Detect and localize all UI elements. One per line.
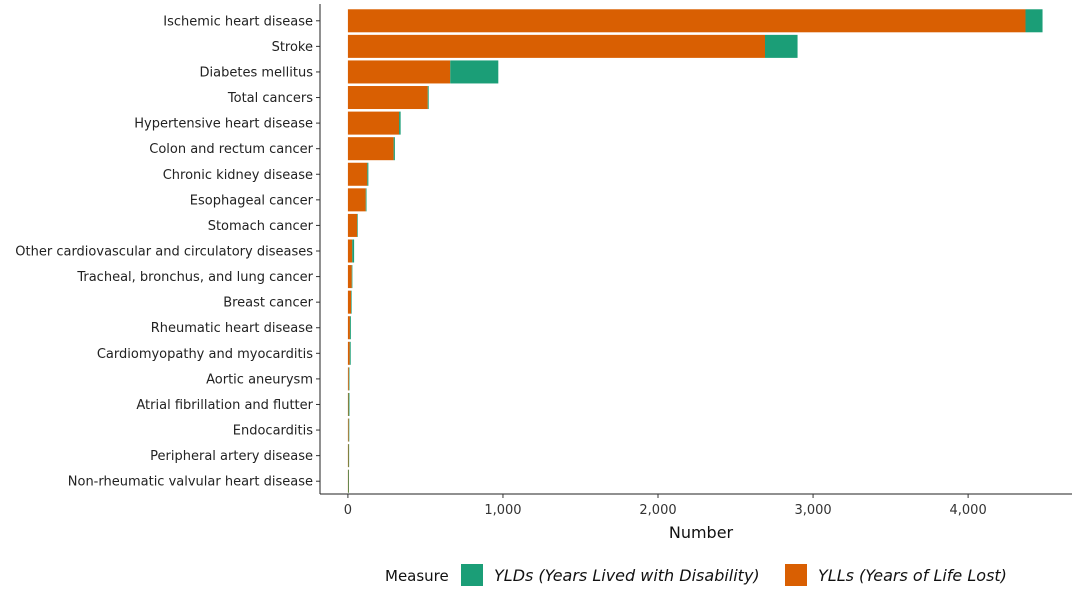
bar-yld [427, 86, 429, 110]
x-axis-title: Number [669, 523, 734, 542]
category-label: Tracheal, bronchus, and lung cancer [76, 270, 313, 285]
category-label: Stroke [272, 40, 313, 55]
category-label: Total cancers [227, 91, 313, 106]
bar-yll [347, 213, 358, 237]
bars-layer [347, 9, 1043, 493]
legend-title: Measure [385, 567, 449, 585]
bar-yll [347, 34, 765, 58]
bar-yld [348, 444, 350, 468]
category-label: Atrial fibrillation and flutter [136, 398, 313, 413]
legend-key [461, 564, 483, 586]
category-label: Ischemic heart disease [163, 14, 313, 29]
legend-label: YLDs (Years Lived with Disability) [494, 566, 760, 585]
category-label: Chronic kidney disease [163, 168, 313, 183]
x-axis-ticks: 0 1,000 2,000 3,000 4,000 [344, 494, 987, 518]
legend-key [785, 564, 807, 586]
bar-yll [347, 392, 349, 416]
bar-yld [352, 239, 355, 263]
bar-yld [348, 469, 349, 493]
bar-yll [347, 86, 428, 110]
axes [319, 4, 1072, 495]
category-label: Aortic aneurysm [206, 372, 313, 387]
bar-yld [351, 290, 352, 314]
bar-yld [399, 111, 401, 135]
bar-yll [347, 290, 352, 314]
legend: Measure YLDs (Years Lived with Disabilit… [385, 564, 1007, 586]
x-tick-label: 4,000 [950, 503, 987, 518]
legend-label: YLLs (Years of Life Lost) [818, 566, 1007, 585]
category-label: Cardiomyopathy and myocarditis [97, 347, 313, 362]
bar-yll [347, 367, 349, 391]
category-label: Hypertensive heart disease [134, 117, 313, 132]
bar-yll [347, 9, 1026, 33]
bar-yld [367, 162, 369, 186]
bar-yld [351, 265, 353, 289]
bar-yll [347, 265, 352, 289]
category-label: Non-rheumatic valvular heart disease [68, 475, 313, 490]
bar-yll [347, 444, 349, 468]
bar-yll [347, 60, 451, 84]
bar-yld [348, 392, 350, 416]
bar-yld [1025, 9, 1043, 33]
x-tick-label: 1,000 [484, 503, 521, 518]
category-label: Breast cancer [223, 296, 313, 311]
bar-yll [347, 111, 400, 135]
category-label: Peripheral artery disease [150, 449, 313, 464]
category-label: Endocarditis [233, 424, 313, 439]
bar-yld [365, 188, 367, 212]
bar-yld [393, 137, 395, 161]
x-tick-label: 0 [344, 503, 352, 518]
bar-yll [347, 137, 394, 161]
bar-yld [349, 316, 351, 340]
x-tick-label: 3,000 [794, 503, 831, 518]
category-label: Stomach cancer [208, 219, 314, 234]
category-label: Esophageal cancer [190, 193, 314, 208]
bar-yll [347, 341, 350, 365]
category-label: Rheumatic heart disease [151, 321, 313, 336]
bar-yld [357, 213, 358, 237]
bar-yll [347, 469, 349, 493]
bar-yld [348, 367, 350, 391]
bar-yll [347, 162, 368, 186]
category-label: Other cardiovascular and circulatory dis… [15, 245, 313, 260]
bar-yld [348, 418, 350, 442]
category-label: Diabetes mellitus [200, 65, 314, 80]
bar-yll [347, 316, 350, 340]
bar-yll [347, 188, 366, 212]
bar-yld [764, 34, 798, 58]
category-label: Colon and rectum cancer [149, 142, 313, 157]
category-labels: Ischemic heart disease Stroke Diabetes mel… [15, 14, 320, 490]
bar-yll [347, 418, 349, 442]
bar-yld [349, 341, 351, 365]
bar-yld [450, 60, 499, 84]
x-tick-label: 2,000 [639, 503, 676, 518]
bar-yll [347, 239, 353, 263]
